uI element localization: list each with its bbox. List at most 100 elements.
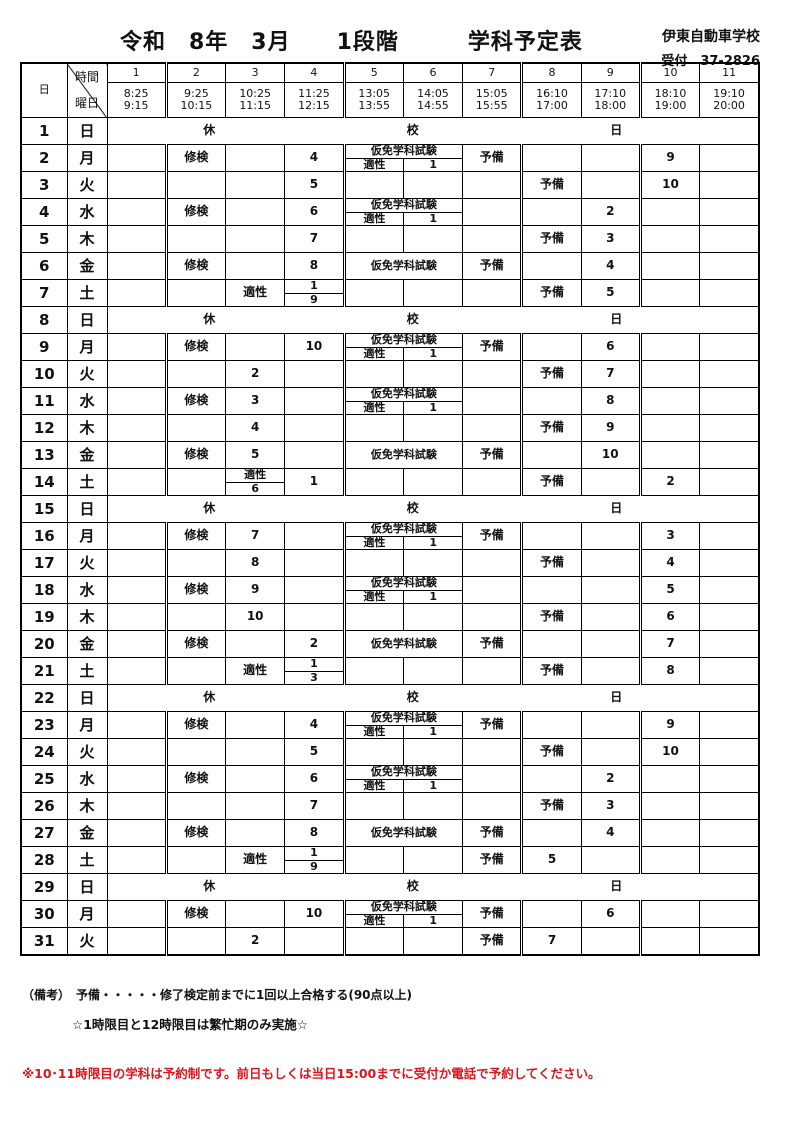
- schedule-cell: [402, 603, 464, 631]
- table-row: 23 月 修検 4 仮免学科試験 適性 1 予備 9: [20, 711, 760, 739]
- schedule-cell: [638, 279, 701, 307]
- schedule-cell: [638, 387, 701, 415]
- schedule-cell: [164, 657, 227, 685]
- schedule-cell: [638, 225, 701, 253]
- period-number: 8: [520, 62, 582, 83]
- schedule-cell: [225, 711, 286, 739]
- weekday: 木: [66, 414, 108, 442]
- schedule-cell: [580, 549, 641, 577]
- exam-title: 仮免学科試験: [347, 335, 462, 348]
- schedule-cell: 予備: [462, 333, 523, 361]
- period-time: 14:05 14:55: [402, 82, 464, 118]
- schedule-cell: [164, 414, 227, 442]
- period-time: 9:25 10:15: [164, 82, 227, 118]
- schedule-cell: [164, 279, 227, 307]
- weekday: 月: [66, 900, 108, 928]
- weekday: 月: [66, 144, 108, 172]
- table-row: 20 金 修検 2 仮免学科試験 予備 7: [20, 630, 760, 658]
- schedule-cell: [580, 603, 641, 631]
- schedule-cell: [106, 603, 167, 631]
- schedule-cell: [225, 333, 286, 361]
- schedule-cell: [402, 846, 464, 874]
- schedule-cell: [225, 171, 286, 199]
- period-end: 20:00: [713, 99, 745, 112]
- schedule-cell: [342, 360, 404, 388]
- schedule-cell: 10: [638, 738, 701, 766]
- schedule-cell: 8: [284, 252, 345, 280]
- schedule-cell: [106, 225, 167, 253]
- schedule-cell: 修検: [164, 144, 227, 172]
- schedule-cell: 7: [580, 360, 641, 388]
- weekday: 水: [66, 198, 108, 226]
- schedule-cell: [106, 522, 167, 550]
- schedule-cell: [402, 414, 464, 442]
- schedule-cell: [462, 414, 523, 442]
- period-start: 15:05: [475, 86, 508, 100]
- exam-cell: 仮免学科試験 適性 1: [342, 900, 464, 928]
- exam-cell: 仮免学科試験 適性 1: [342, 333, 464, 361]
- schedule-cell: [106, 846, 167, 874]
- schedule-cell: 予備: [462, 522, 523, 550]
- schedule-cell: [106, 441, 167, 469]
- exam-title: 仮免学科試験: [347, 524, 462, 537]
- schedule-cell: [402, 225, 464, 253]
- holiday-label: 休: [203, 690, 216, 705]
- schedule-cell: [580, 738, 641, 766]
- schedule-cell: [699, 630, 760, 658]
- weekday: 水: [66, 387, 108, 415]
- schedule-cell: [106, 711, 167, 739]
- table-row: 10 火 2 予備 7: [20, 360, 760, 388]
- weekday: 木: [66, 603, 108, 631]
- schedule-cell: [106, 549, 167, 577]
- aptitude-value: 1: [403, 590, 461, 603]
- schedule-cell: 10: [284, 333, 345, 361]
- exam-title: 仮免学科試験: [347, 713, 462, 726]
- split-top: 1: [310, 279, 318, 293]
- holiday-label: 校: [406, 312, 419, 327]
- exam-cell: 仮免学科試験 適性 1: [342, 765, 464, 793]
- schedule-cell: [106, 927, 167, 956]
- weekday: 火: [66, 927, 108, 956]
- weekday: 土: [66, 468, 108, 496]
- schedule-cell: [106, 171, 167, 199]
- schedule-cell: [342, 225, 404, 253]
- schedule-cell: [342, 171, 404, 199]
- schedule-cell: 7: [284, 792, 345, 820]
- schedule-cell: [164, 792, 227, 820]
- day-number: 8: [20, 306, 68, 334]
- schedule-cell: 適性: [225, 846, 286, 874]
- schedule-cell: 2: [225, 927, 286, 956]
- schedule-cell: [699, 819, 760, 847]
- holiday-label: 校: [406, 690, 419, 705]
- schedule-cell: [699, 927, 760, 956]
- schedule-cell: [520, 522, 582, 550]
- busy-season-note: ☆1時限目と12時限目は繁忙期のみ実施☆: [72, 1017, 309, 1032]
- reservation-note: ※10･11時限目の学科は予約制です。前日もしくは当日15:00までに受付か電話…: [22, 1066, 601, 1081]
- period-end: 15:55: [475, 99, 508, 112]
- day-number: 14: [20, 468, 68, 496]
- schedule-cell: [402, 171, 464, 199]
- school-name: 伊東自動車学校: [662, 29, 760, 45]
- table-row: 17 火 8 予備 4: [20, 549, 760, 577]
- exam-aptitude: 適性 1: [347, 212, 462, 225]
- schedule-cell: 適性: [225, 279, 286, 307]
- table-row: 9 月 修検 10 仮免学科試験 適性 1 予備 6: [20, 333, 760, 361]
- period-start: 9:25: [184, 86, 209, 100]
- schedule-table: 日時間 曜日 1 2 3 4 5 6 7 8 9 10 11 8:25 9:15 9:25 10:15 10:2…: [20, 62, 760, 956]
- schedule-cell: [462, 549, 523, 577]
- table-row: 7 土適性 1 9 予備 5: [20, 279, 760, 307]
- day-number: 30: [20, 900, 68, 928]
- schedule-cell: [580, 711, 641, 739]
- schedule-cell: [462, 387, 523, 415]
- exam-title: 仮免学科試験: [347, 902, 462, 915]
- schedule-cell: 予備: [520, 549, 582, 577]
- split-bottom: 3: [285, 670, 343, 684]
- day-number: 16: [20, 522, 68, 550]
- schedule-cell: 1: [284, 468, 345, 496]
- holiday-label: 校: [406, 501, 419, 516]
- schedule-cell: [638, 765, 701, 793]
- holiday-cell: 休校日: [106, 684, 760, 712]
- period-start: 16:10: [536, 86, 568, 100]
- schedule-cell: 予備: [520, 603, 582, 631]
